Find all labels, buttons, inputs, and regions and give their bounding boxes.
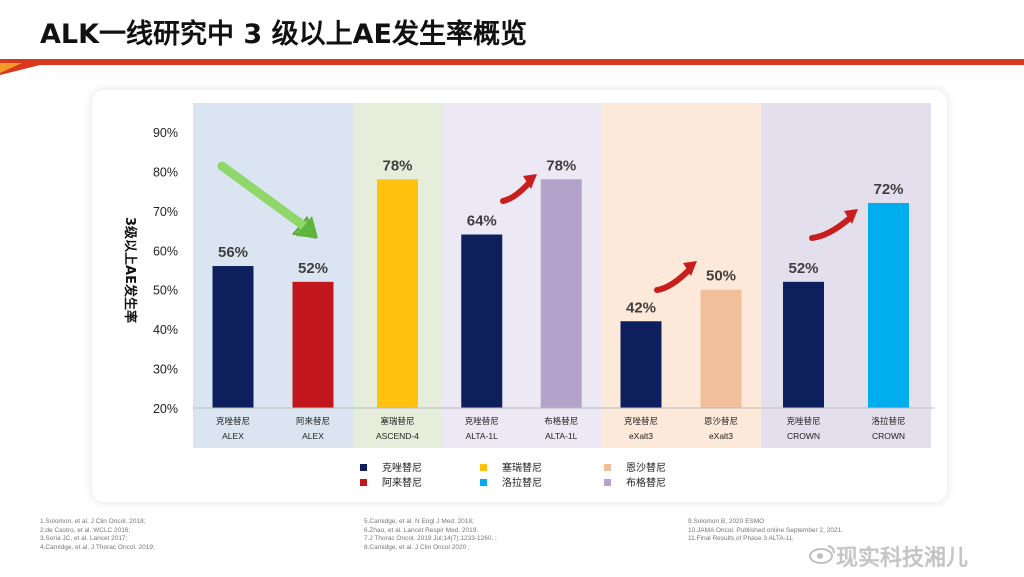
x-tick-label-drug: 塞瑞替尼 (380, 416, 414, 427)
x-tick-label-study: eXalt3 (629, 431, 653, 441)
y-tick-label: 50% (153, 284, 178, 298)
legend-swatch (360, 464, 367, 471)
x-tick-label-drug: 克唑替尼 (786, 416, 820, 427)
x-tick-label-drug: 克唑替尼 (624, 416, 658, 427)
arrow-body (217, 161, 309, 231)
x-tick-label-drug: 恩沙替尼 (704, 416, 738, 427)
data-label: 56% (218, 244, 248, 261)
legend-swatch (360, 479, 367, 486)
bar (620, 321, 662, 408)
y-tick-label: 90% (153, 126, 178, 140)
y-tick-label: 60% (153, 244, 178, 258)
bar (292, 281, 334, 408)
x-tick-label-study: ASCEND-4 (376, 431, 419, 441)
reference-item: 6.Zhao, et al. Lancet Respir Med. 2019. (364, 526, 479, 534)
reference-item: 4.Camidge, et al. J Thorac Oncol. 2019; (40, 543, 155, 551)
legend-swatch (480, 479, 487, 486)
data-label: 78% (546, 157, 576, 174)
x-tick-label-study: CROWN (787, 431, 820, 441)
legend-label: 塞瑞替尼 (502, 461, 542, 474)
reference-item: 3.Soria JC, et al. Lancet 2017; (40, 535, 128, 543)
reference-item: 11.Final Results of Phase 3 ALTA-1L (688, 535, 794, 543)
arrow-head (523, 174, 537, 189)
x-tick-label-study: ALTA-1L (545, 431, 578, 441)
legend-label: 布格替尼 (626, 476, 666, 489)
reference-item: 8.Camidge, et al. J Clin Oncol 2020 ; (364, 543, 470, 551)
references-col-3: 9.Solomon B, 2020 ESMO 10.JAMA Oncol. Pu… (688, 518, 843, 544)
reference-item: 10.JAMA Oncol. Published online Septembe… (688, 526, 844, 534)
bar (540, 179, 582, 408)
legend-label: 恩沙替尼 (626, 461, 666, 474)
x-tick-label-study: eXalt3 (709, 431, 733, 441)
red-up-arrow (500, 174, 537, 204)
y-tick-label: 40% (153, 323, 178, 337)
data-label: 72% (873, 181, 903, 198)
arrow-body (809, 215, 853, 241)
x-tick-label-study: ALEX (222, 431, 244, 441)
legend-swatch (604, 464, 611, 471)
x-tick-label-study: ALTA-1L (466, 431, 499, 441)
x-tick-label-drug: 克唑替尼 (465, 416, 499, 427)
y-tick-label: 70% (153, 205, 178, 219)
arrow-body (654, 267, 692, 293)
bar (868, 202, 909, 408)
data-label: 42% (626, 299, 656, 316)
x-tick-label-drug: 阿来替尼 (296, 416, 330, 427)
x-tick-label-study: CROWN (872, 431, 905, 441)
legend-swatch (604, 479, 611, 486)
arrow-body (500, 180, 532, 204)
references-col-1: 1.Solomon, et al. J Clin Oncol. 2018; 2.… (40, 518, 155, 552)
y-tick-label: 30% (153, 363, 178, 377)
reference-item: 7.J Thorac Oncol. 2019 Jul;14(7):1233-12… (364, 535, 497, 543)
data-label: 78% (382, 157, 412, 174)
arrow-head (296, 216, 318, 238)
legend-label: 克唑替尼 (382, 461, 422, 474)
legend-label: 洛拉替尼 (502, 476, 542, 489)
y-axis-label: 3级以上AE发生率 (122, 217, 138, 323)
data-label: 52% (298, 260, 328, 277)
watermark: 现实科技湘儿 (836, 546, 969, 571)
reference-item: 2.de Castro, et al. WCLC 2016; (40, 526, 131, 534)
y-tick-label: 20% (153, 402, 178, 416)
bar (783, 281, 824, 408)
bar (377, 179, 418, 408)
legend-swatch (480, 464, 487, 471)
x-tick-label-drug: 布格替尼 (544, 416, 578, 427)
green-down-arrow (217, 161, 318, 239)
x-tick-label-drug: 洛拉替尼 (871, 416, 905, 427)
data-label: 64% (467, 213, 497, 230)
x-tick-label-drug: 克唑替尼 (216, 416, 250, 427)
reference-item: 9.Solomon B, 2020 ESMO (688, 518, 765, 525)
references-col-2: 5.Camidge, et al. N Engl J Med. 2018; 6.… (364, 518, 497, 552)
data-label: 50% (706, 268, 736, 285)
y-tick-label: 80% (153, 165, 178, 179)
weibo-logo-icon (809, 545, 835, 564)
x-tick-label-study: ALEX (302, 431, 324, 441)
page-title: ALK一线研究中 3 级以上AE发生率概览 (40, 19, 527, 50)
red-up-arrow (809, 209, 858, 241)
arrow-head (844, 209, 858, 224)
reference-item: 1.Solomon, et al. J Clin Oncol. 2018; (40, 518, 146, 525)
data-label: 52% (788, 260, 818, 277)
title-decoration-band (0, 59, 1024, 75)
red-up-arrow (654, 261, 697, 293)
bar (700, 289, 742, 408)
arrow-head (683, 261, 697, 276)
bar (212, 266, 254, 408)
legend-label: 阿来替尼 (382, 476, 422, 489)
reference-item: 5.Camidge, et al. N Engl J Med. 2018; (364, 518, 474, 525)
bar (461, 234, 503, 408)
